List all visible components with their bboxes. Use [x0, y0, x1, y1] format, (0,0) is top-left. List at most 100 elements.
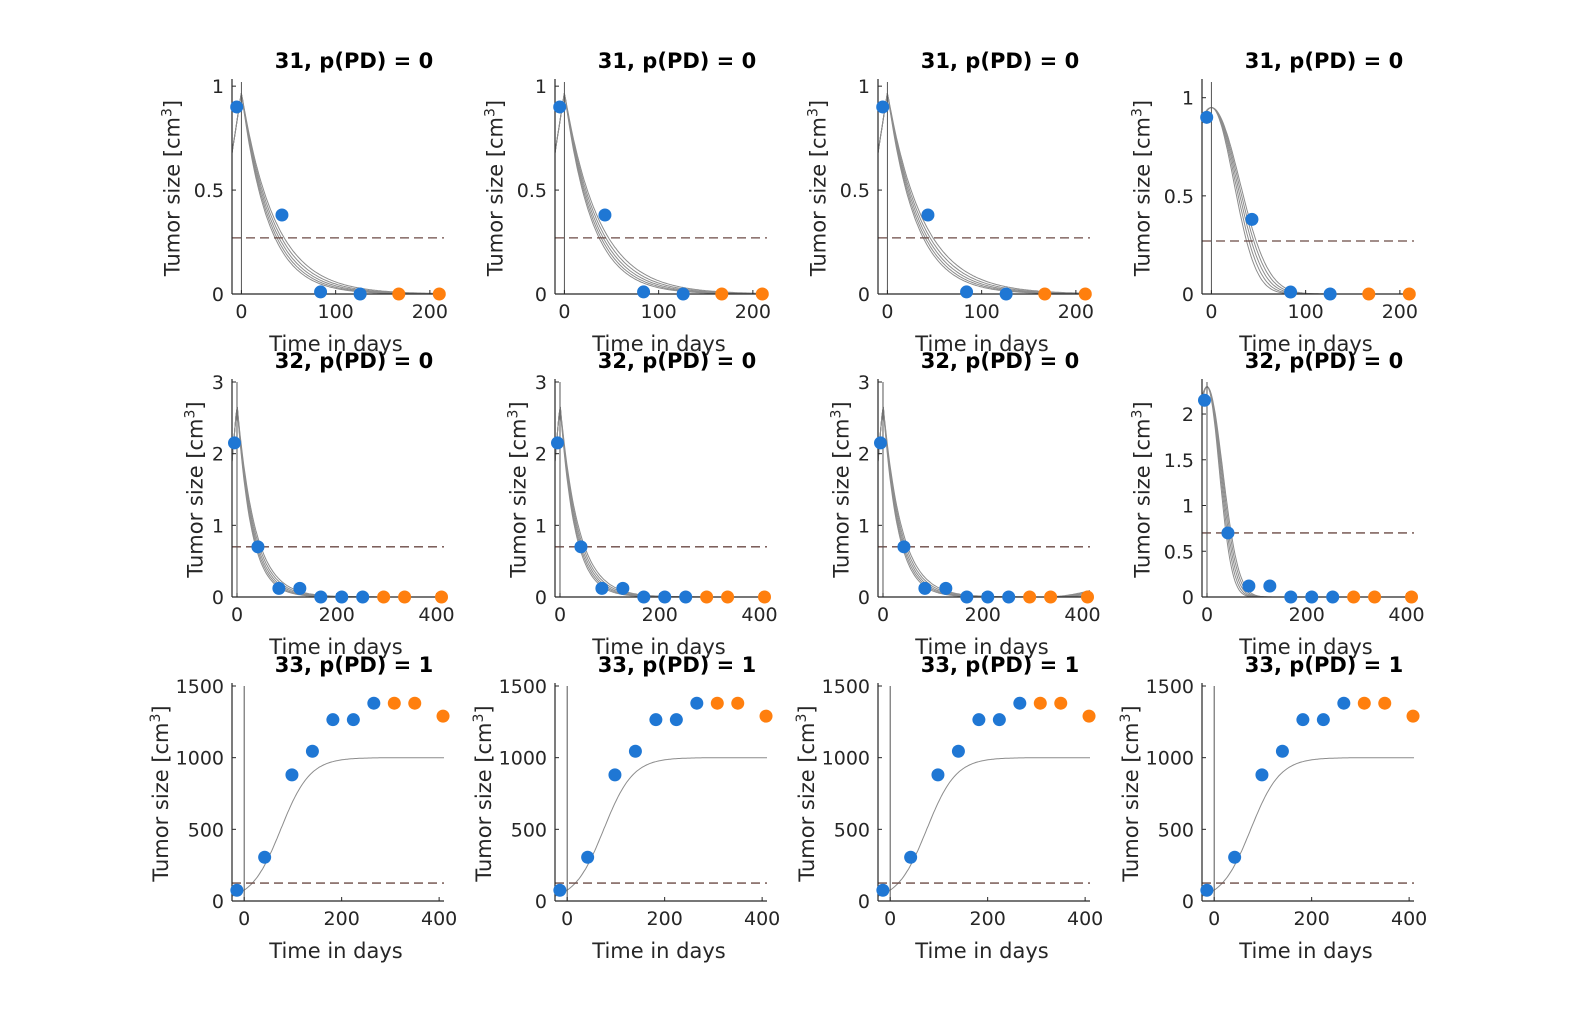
- y-axis-label: Tumor size [cm3]: [160, 100, 185, 277]
- fit-line: [554, 407, 767, 598]
- heldout-point: [435, 590, 449, 604]
- data-points: [550, 436, 772, 604]
- observed-point: [1255, 768, 1269, 782]
- x-tick-label: 0: [554, 604, 566, 626]
- heldout-point: [731, 696, 745, 710]
- y-tick-label: 0.5: [1164, 541, 1194, 563]
- observed-point: [960, 285, 974, 299]
- y-tick-label: 1: [535, 515, 547, 537]
- subplot-11: 0 200 400 0 500 1000 1500 33, p(PD) = 1 Time in …: [794, 653, 1103, 963]
- data-points: [1200, 696, 1420, 897]
- y-tick-label: 0: [535, 284, 547, 306]
- fit-line: [1201, 106, 1414, 295]
- x-axis-label: Time in days: [914, 635, 1048, 659]
- heldout-point: [721, 590, 735, 604]
- fit-curves: [231, 406, 444, 598]
- fit-line: [1201, 106, 1414, 295]
- heldout-point: [392, 287, 406, 301]
- observed-point: [939, 581, 953, 595]
- subplot-title: 31, p(PD) = 0: [598, 49, 756, 73]
- x-tick-label: 200: [735, 301, 771, 323]
- y-axis-label: Tumor size [cm3]: [829, 401, 854, 578]
- fit-line: [877, 757, 1090, 897]
- observed-point: [230, 100, 244, 114]
- observed-point: [637, 590, 651, 604]
- subplot-title: 32, p(PD) = 0: [1245, 349, 1403, 373]
- observed-point: [230, 883, 244, 897]
- heldout-point: [436, 709, 450, 723]
- y-tick-label: 0: [535, 891, 547, 913]
- data-points: [876, 100, 1092, 301]
- heldout-point: [1347, 590, 1361, 604]
- subplot-title: 32, p(PD) = 0: [275, 349, 433, 373]
- subplot-title: 33, p(PD) = 1: [921, 653, 1079, 677]
- x-axis-label: Time in days: [268, 939, 402, 963]
- observed-point: [1197, 393, 1211, 407]
- y-tick-label: 2: [212, 444, 224, 466]
- x-tick-label: 200: [965, 604, 1001, 626]
- x-tick-label: 400: [741, 604, 777, 626]
- y-tick-label: 1000: [822, 748, 870, 770]
- x-tick-label: 400: [1067, 908, 1103, 930]
- y-tick-label: 1: [1182, 496, 1194, 518]
- y-tick-label: 0: [212, 284, 224, 306]
- fit-line: [554, 93, 767, 295]
- y-axis-label: Tumor size [cm3]: [806, 100, 831, 277]
- x-tick-label: 200: [412, 301, 448, 323]
- y-axis-label: Tumor size [cm3]: [1118, 705, 1143, 882]
- heldout-point: [1357, 696, 1371, 710]
- x-tick-label: 400: [744, 908, 780, 930]
- observed-point: [1221, 526, 1235, 540]
- x-tick-label: 400: [1391, 908, 1427, 930]
- y-tick-label: 0: [858, 284, 870, 306]
- observed-point: [1275, 744, 1289, 758]
- observed-point: [1242, 579, 1256, 593]
- subplot-4: 0 100 200 0 0.5 1 31, p(PD) = 0 Time in days Tum…: [1130, 49, 1418, 356]
- x-tick-label: 400: [1064, 604, 1100, 626]
- y-tick-label: 1000: [499, 748, 547, 770]
- y-axis-label: Tumor size [cm3]: [183, 401, 208, 578]
- subplot-title: 33, p(PD) = 1: [598, 653, 756, 677]
- observed-point: [981, 590, 995, 604]
- heldout-point: [1038, 287, 1052, 301]
- heldout-point: [1362, 287, 1376, 301]
- heldout-point: [387, 696, 401, 710]
- observed-point: [918, 581, 932, 595]
- observed-point: [904, 850, 918, 864]
- x-tick-label: 100: [318, 301, 354, 323]
- y-tick-label: 500: [1158, 819, 1194, 841]
- x-tick-label: 400: [418, 604, 454, 626]
- x-tick-label: 200: [324, 908, 360, 930]
- observed-point: [1326, 590, 1340, 604]
- observed-point: [356, 590, 370, 604]
- y-tick-label: 0: [212, 891, 224, 913]
- heldout-point: [1033, 696, 1047, 710]
- heldout-point: [377, 590, 391, 604]
- observed-point: [1284, 590, 1298, 604]
- observed-point: [690, 696, 704, 710]
- observed-point: [550, 436, 564, 450]
- fit-curves: [554, 757, 767, 897]
- y-axis-label: Tumor size [cm3]: [1130, 401, 1155, 578]
- observed-point: [346, 713, 360, 727]
- x-axis-label: Time in days: [268, 332, 402, 356]
- observed-point: [992, 713, 1006, 727]
- heldout-point: [715, 287, 729, 301]
- fit-curves: [1201, 757, 1414, 897]
- observed-point: [628, 744, 642, 758]
- y-tick-label: 2: [535, 444, 547, 466]
- subplot-12: 0 200 400 0 500 1000 1500 33, p(PD) = 1 Time in …: [1118, 653, 1427, 963]
- data-points: [1197, 393, 1419, 604]
- fit-line: [1201, 106, 1414, 295]
- observed-point: [285, 768, 299, 782]
- subplot-title: 31, p(PD) = 0: [275, 49, 433, 73]
- observed-point: [1002, 590, 1016, 604]
- x-axis-label: Time in days: [591, 332, 725, 356]
- fit-curves: [1201, 106, 1414, 295]
- observed-point: [367, 696, 381, 710]
- x-tick-label: 400: [1388, 604, 1424, 626]
- observed-point: [676, 287, 690, 301]
- subplot-title: 33, p(PD) = 1: [275, 653, 433, 677]
- subplot-10: 0 200 400 0 500 1000 1500 33, p(PD) = 1 Time in …: [471, 653, 780, 963]
- heldout-point: [700, 590, 714, 604]
